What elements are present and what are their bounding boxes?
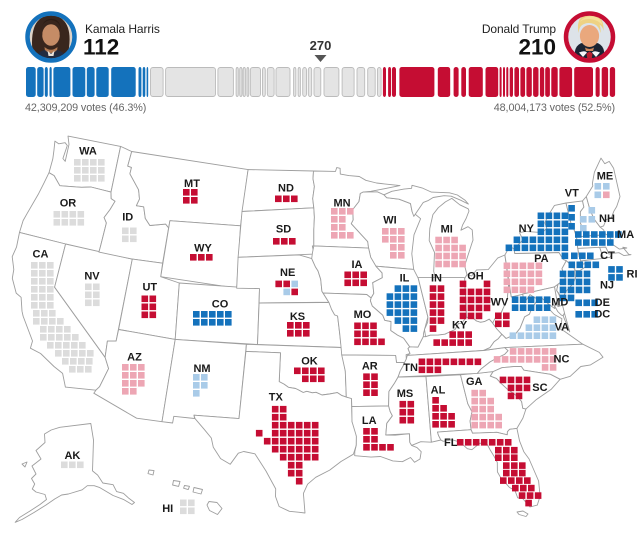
svg-text:AL: AL	[431, 385, 446, 397]
svg-text:MI: MI	[441, 224, 453, 236]
svg-text:NM: NM	[193, 363, 210, 375]
svg-text:IN: IN	[431, 273, 442, 285]
svg-text:MA: MA	[617, 229, 634, 241]
svg-text:HI: HI	[162, 503, 173, 515]
svg-text:CT: CT	[600, 250, 615, 262]
svg-text:FL: FL	[444, 437, 458, 449]
svg-text:AZ: AZ	[127, 351, 142, 363]
svg-text:KS: KS	[290, 311, 305, 323]
svg-text:MD: MD	[551, 296, 568, 308]
svg-text:OR: OR	[60, 198, 77, 210]
svg-text:112: 112	[83, 35, 119, 60]
svg-text:SD: SD	[276, 224, 291, 236]
svg-text:LA: LA	[362, 415, 377, 427]
svg-text:MT: MT	[184, 178, 200, 190]
svg-text:OK: OK	[301, 355, 318, 367]
svg-text:WV: WV	[491, 297, 509, 309]
svg-text:TN: TN	[403, 362, 418, 374]
svg-text:RI: RI	[627, 268, 638, 280]
svg-text:NJ: NJ	[600, 280, 614, 292]
svg-text:42,309,209 votes (46.3%): 42,309,209 votes (46.3%)	[25, 102, 146, 114]
svg-text:OH: OH	[467, 271, 484, 283]
svg-text:GA: GA	[466, 376, 483, 388]
svg-text:UT: UT	[142, 282, 157, 294]
svg-text:PA: PA	[534, 253, 549, 265]
svg-text:NH: NH	[599, 213, 615, 225]
svg-text:MS: MS	[397, 388, 414, 400]
svg-text:NY: NY	[519, 223, 535, 235]
svg-text:210: 210	[518, 35, 556, 60]
svg-text:270: 270	[310, 38, 332, 53]
svg-text:AR: AR	[362, 361, 378, 373]
svg-text:ME: ME	[597, 171, 614, 183]
svg-text:NV: NV	[84, 270, 100, 282]
svg-text:SC: SC	[532, 382, 547, 394]
svg-text:DC: DC	[594, 309, 610, 321]
svg-text:VA: VA	[555, 321, 570, 333]
svg-text:MO: MO	[354, 309, 372, 321]
svg-text:KY: KY	[452, 319, 468, 331]
svg-text:VT: VT	[565, 188, 579, 200]
svg-text:ID: ID	[122, 211, 133, 223]
svg-text:Donald Trump: Donald Trump	[482, 22, 557, 36]
svg-text:ND: ND	[278, 182, 294, 194]
svg-text:Kamala Harris: Kamala Harris	[85, 22, 160, 36]
svg-text:IA: IA	[352, 259, 363, 271]
svg-text:NC: NC	[554, 353, 570, 365]
svg-text:CO: CO	[212, 299, 229, 311]
svg-text:IL: IL	[400, 273, 410, 285]
svg-text:NE: NE	[280, 267, 295, 279]
svg-text:CA: CA	[33, 249, 49, 261]
svg-text:WY: WY	[194, 243, 212, 255]
svg-text:WI: WI	[383, 215, 396, 227]
svg-text:WA: WA	[79, 146, 97, 158]
svg-text:TX: TX	[269, 392, 284, 404]
svg-text:AK: AK	[64, 450, 80, 462]
svg-text:48,004,173 votes (52.5%): 48,004,173 votes (52.5%)	[494, 102, 615, 114]
svg-text:DE: DE	[595, 297, 610, 309]
svg-text:MN: MN	[333, 198, 350, 210]
